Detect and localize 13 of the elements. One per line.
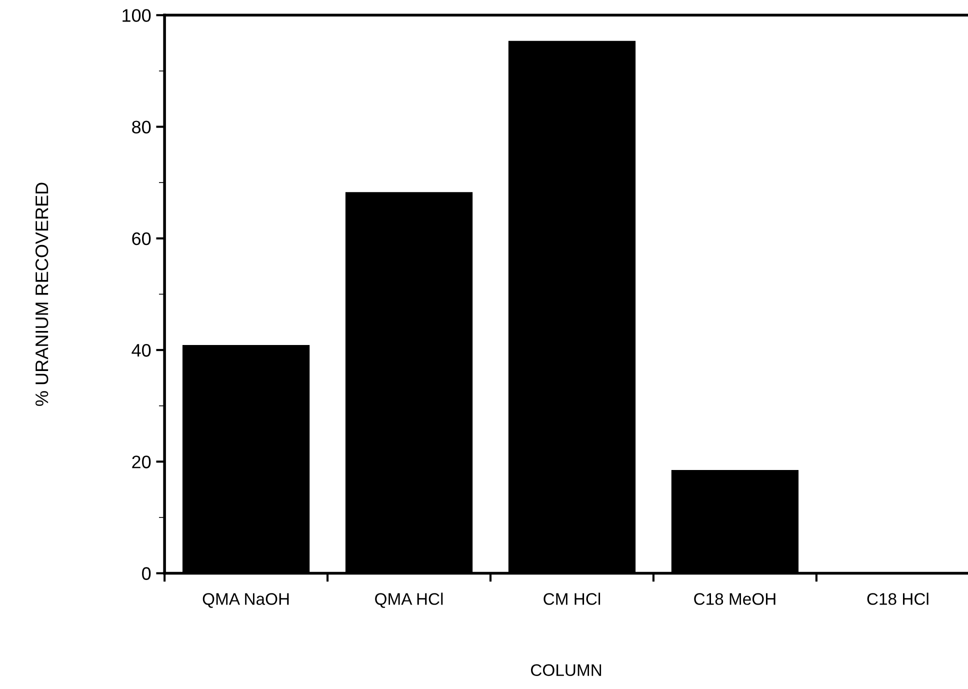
y-tick-label: 60 xyxy=(132,232,151,246)
y-tick-label: 20 xyxy=(132,456,151,468)
x-tick-label: C18 HCl xyxy=(867,592,928,605)
x-tick-label: CM HCl xyxy=(544,592,600,605)
x-axis-title: COLUMN xyxy=(531,664,602,676)
x-tick-label: QMA HCl xyxy=(375,592,443,608)
y-tick-label: 80 xyxy=(132,120,151,134)
x-tick-label: QMA NaOH xyxy=(202,593,289,608)
x-tick-label: C18 MeOH xyxy=(694,593,776,605)
y-tick-label: 100 xyxy=(122,9,151,22)
y-tick-label: 40 xyxy=(132,344,151,357)
y-tick-label: 0 xyxy=(142,567,151,580)
y-axis-title: % URANIUM RECOVERED xyxy=(35,182,48,406)
